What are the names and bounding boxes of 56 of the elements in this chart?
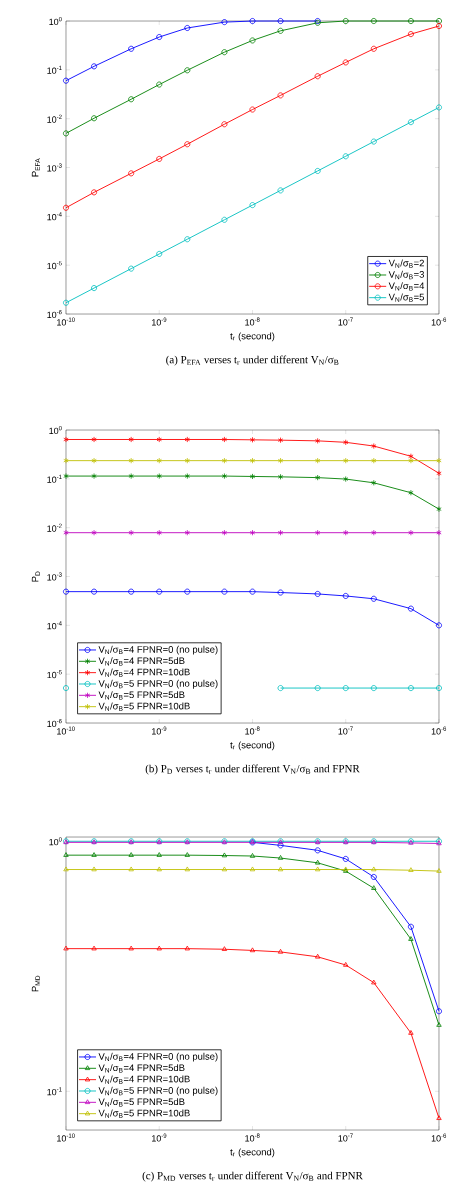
x-tick-label: 10$^{-9}$ — [152, 726, 167, 735]
x-axis-title: t$_{r}$ (second) — [230, 741, 275, 751]
legend-label: V$_{N}$/σ$_{B}$=4 FPNR=0 (no pulse) — [98, 645, 218, 655]
y-tick-label: 10$^{-5}$ — [47, 261, 62, 270]
x-tick-label: 10$^{-9}$ — [152, 317, 167, 326]
x-tick-label: 10$^{-6}$ — [431, 1133, 447, 1142]
x-tick-label: 10$^{-10}$ — [57, 1133, 75, 1142]
text: (a) P$_{EFA}$ verses t$_{r}$ under different V$_{N}$/σ$_{B}$ — [166, 355, 339, 366]
legend-label: V$_{N}$/σ$_{B}$=5 FPNR=5dB — [98, 1098, 185, 1107]
y-tick-label: 10$^{-5}$ — [47, 670, 62, 679]
x-axis-title: t$_{r}$ (second) — [230, 1148, 275, 1158]
y-tick-label: 10$^{-2}$ — [47, 523, 62, 532]
x-tick-label: 10$^{-6}$ — [431, 317, 447, 326]
legend-label: V$_{N}$/σ$_{B}$=2 — [388, 259, 424, 268]
y-tick-label: 10$^{-6}$ — [47, 718, 62, 728]
chart-title: (b) P$_{D}$ verses t$_{r}$ under different V$_{N}$/σ$_{B}$ and FPNR — [145, 764, 360, 775]
y-axis-title: P$_{MD}$ — [31, 975, 40, 992]
x-tick-label: 10$^{-10}$ — [57, 317, 75, 326]
y-tick-label: 10$^{-4}$ — [47, 212, 62, 221]
legend-label: V$_{N}$/σ$_{B}$=5 FPNR=5dB — [98, 691, 185, 700]
y-axis-title: P$_{EFA}$ — [31, 158, 40, 177]
x-axis-title: t$_{r}$ (second) — [230, 332, 275, 342]
x-tick-label: 10$^{-8}$ — [245, 317, 260, 326]
legend-label: V$_{N}$/σ$_{B}$=4 FPNR=5dB — [98, 1064, 185, 1073]
y-tick-label: 10$^{0}$ — [49, 837, 62, 846]
x-tick-label: 10$^{-9}$ — [152, 1133, 167, 1142]
y-tick-label: 10$^{-3}$ — [47, 572, 62, 581]
y-tick-label: 10$^{0}$ — [49, 16, 62, 26]
y-tick-label: 10$^{-4}$ — [47, 621, 62, 630]
x-tick-label: 10$^{-7}$ — [338, 1133, 353, 1142]
x-tick-label: 10$^{-7}$ — [338, 726, 353, 735]
y-tick-label: 10$^{-6}$ — [47, 309, 62, 319]
y-tick-label: 10$^{-2}$ — [47, 114, 62, 123]
legend-label: V$_{N}$/σ$_{B}$=5 — [388, 293, 425, 302]
y-tick-label: 10$^{-1}$ — [47, 65, 62, 74]
y-axis-title: P$_{D}$ — [31, 571, 40, 582]
legend-label: V$_{N}$/σ$_{B}$=4 FPNR=0 (no pulse) — [98, 1052, 218, 1062]
x-tick-label: 10$^{-6}$ — [431, 726, 447, 735]
legend-label: V$_{N}$/σ$_{B}$=4 FPNR=10dB — [98, 1075, 190, 1084]
chart-title: (c) P$_{MD}$ verses t$_{r}$ under different V$_{N}$/σ$_{B}$ and FPNR — [142, 1171, 363, 1182]
x-tick-label: 10$^{-8}$ — [245, 726, 260, 735]
legend-label: V$_{N}$/σ$_{B}$=3 — [388, 270, 424, 280]
y-tick-label: 10$^{-1}$ — [47, 1087, 62, 1096]
y-tick-label: 10$^{-1}$ — [47, 474, 62, 483]
legend-label: V$_{N}$/σ$_{B}$=4 FPNR=10dB — [98, 668, 190, 677]
x-tick-label: 10$^{-7}$ — [338, 317, 353, 326]
y-tick-label: 10$^{0}$ — [49, 425, 62, 435]
legend-label: V$_{N}$/σ$_{B}$=5 FPNR=0 (no pulse) — [98, 1086, 218, 1096]
legend-label: V$_{N}$/σ$_{B}$=4 FPNR=5dB — [98, 657, 185, 666]
legend-label: V$_{N}$/σ$_{B}$=5 FPNR=0 (no pulse) — [98, 679, 218, 689]
x-tick-label: 10$^{-8}$ — [245, 1133, 260, 1142]
legend-label: V$_{N}$/σ$_{B}$=5 FPNR=10dB — [98, 1109, 190, 1118]
legend-label: V$_{N}$/σ$_{B}$=5 FPNR=10dB — [98, 702, 190, 711]
legend-label: V$_{N}$/σ$_{B}$=4 — [388, 282, 425, 291]
y-tick-label: 10$^{-3}$ — [47, 163, 62, 172]
x-tick-label: 10$^{-10}$ — [57, 726, 75, 735]
